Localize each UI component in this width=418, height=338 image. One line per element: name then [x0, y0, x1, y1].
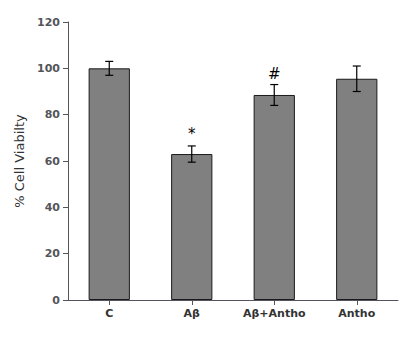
- svg-text:20: 20: [45, 247, 61, 260]
- svg-text:120: 120: [37, 16, 60, 29]
- svg-text:Aβ: Aβ: [184, 307, 201, 320]
- svg-text:Aβ+Antho: Aβ+Antho: [243, 307, 306, 320]
- svg-text:Antho: Antho: [338, 307, 375, 320]
- svg-text:% Cell Viabilty: % Cell Viabilty: [12, 114, 27, 208]
- svg-text:C: C: [105, 307, 113, 320]
- svg-text:*: *: [188, 125, 196, 143]
- svg-text:60: 60: [45, 155, 61, 168]
- svg-text:40: 40: [45, 201, 61, 214]
- svg-text:100: 100: [37, 62, 60, 75]
- svg-text:80: 80: [45, 108, 61, 121]
- svg-text:#: #: [268, 65, 281, 83]
- svg-text:0: 0: [52, 294, 60, 307]
